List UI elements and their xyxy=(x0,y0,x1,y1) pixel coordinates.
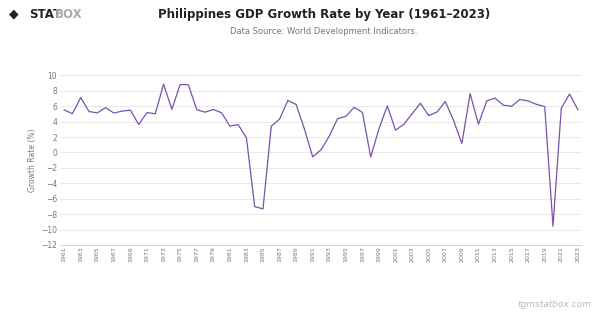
Text: Data Source: World Development Indicators.: Data Source: World Development Indicator… xyxy=(230,27,418,36)
Text: ◆: ◆ xyxy=(9,8,19,21)
Text: STAT: STAT xyxy=(29,8,61,21)
Text: BOX: BOX xyxy=(55,8,83,21)
Text: Philippines GDP Growth Rate by Year (1961–2023): Philippines GDP Growth Rate by Year (196… xyxy=(158,8,490,21)
Y-axis label: Growth Rate (%): Growth Rate (%) xyxy=(28,128,37,192)
Text: tgmstatbox.com: tgmstatbox.com xyxy=(517,300,591,309)
